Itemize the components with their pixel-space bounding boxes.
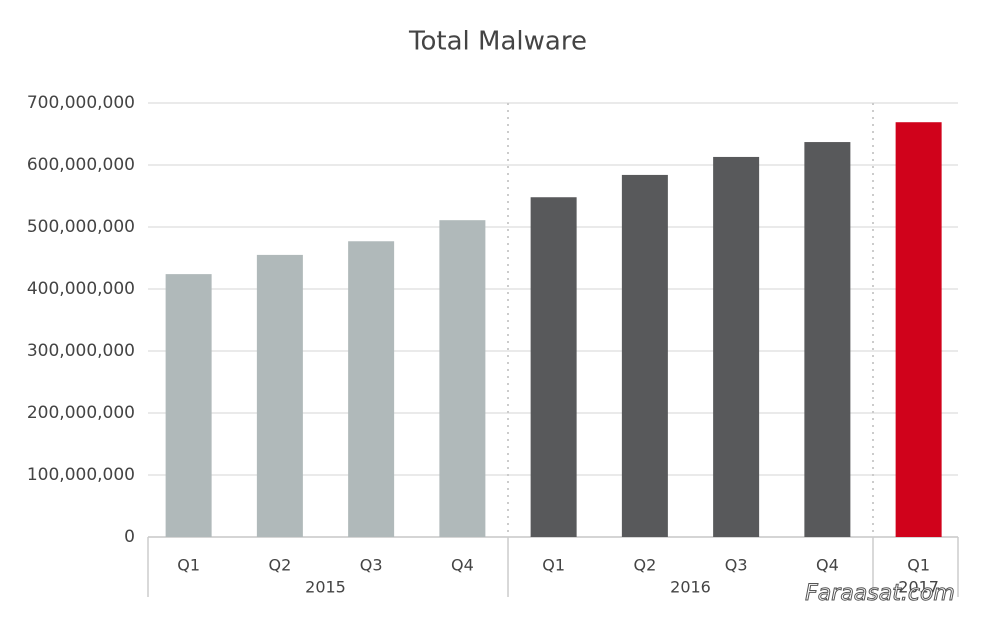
x-tick-label: Q4 — [816, 556, 839, 575]
y-tick-label: 300,000,000 — [27, 341, 135, 361]
y-tick-label: 500,000,000 — [27, 217, 135, 237]
x-tick-label: Q1 — [542, 556, 565, 575]
bar — [713, 156, 760, 537]
y-tick-label: 700,000,000 — [27, 93, 135, 113]
bar — [621, 174, 668, 538]
group-label: 2016 — [670, 578, 711, 597]
y-tick-label: 200,000,000 — [27, 403, 135, 423]
bar — [256, 254, 303, 537]
y-tick-label: 400,000,000 — [27, 279, 135, 299]
bar — [348, 241, 395, 537]
chart-title: Total Malware — [408, 27, 587, 57]
bar — [804, 142, 851, 537]
x-tick-label: Q3 — [360, 556, 383, 575]
y-tick-label: 100,000,000 — [27, 465, 135, 485]
y-tick-label: 600,000,000 — [27, 155, 135, 175]
x-tick-label: Q4 — [451, 556, 474, 575]
y-tick-label: 0 — [124, 527, 135, 547]
x-tick-label: Q3 — [725, 556, 748, 575]
group-label: 2015 — [305, 578, 346, 597]
bar — [165, 274, 212, 537]
x-tick-label: Q2 — [633, 556, 656, 575]
x-tick-label: Q2 — [268, 556, 291, 575]
bar — [895, 122, 942, 537]
x-tick-label: Q1 — [177, 556, 200, 575]
watermark: Faraasat.com — [805, 581, 955, 606]
group-label: 2017 — [898, 578, 939, 597]
bar — [530, 197, 577, 538]
bar — [439, 220, 486, 537]
x-tick-label: Q1 — [907, 556, 930, 575]
